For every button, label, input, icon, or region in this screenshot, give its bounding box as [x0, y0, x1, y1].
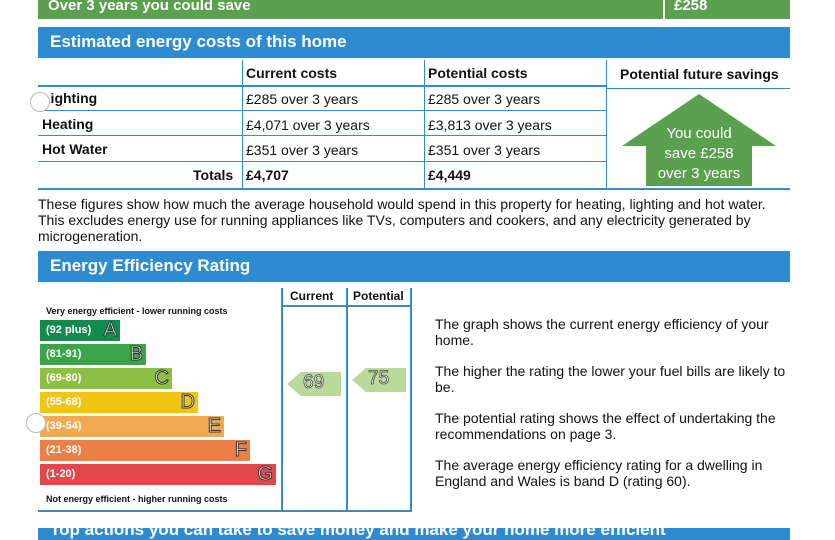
savings-badge-line1: You could [666, 125, 732, 142]
band-letter: A [103, 319, 117, 342]
heating-potential: £3,813 over 3 years [428, 117, 552, 133]
savings-banner-label: Over 3 years you could save [48, 0, 251, 14]
rating-value: 69 [303, 372, 325, 394]
totals-current: £4,707 [246, 167, 289, 183]
totals-potential: £4,449 [428, 167, 471, 183]
header-potential-savings: Potential future savings [620, 66, 779, 82]
rating-band-b: (81-91) B [40, 343, 146, 366]
rating-band-e: (39-54) E [40, 415, 224, 438]
rating-value: 75 [368, 367, 390, 389]
info-paragraph-1: The graph shows the current energy effic… [435, 316, 769, 348]
bottom-caption: Not energy efficient - higher running co… [46, 494, 228, 504]
hot-water-potential: £351 over 3 years [428, 142, 541, 158]
info-paragraph-3: The potential rating shows the effect of… [435, 410, 776, 442]
savings-banner: Over 3 years you could save £258 [38, 0, 790, 19]
band-range-label: (92 plus) [46, 324, 92, 336]
band-range-label: (21-38) [46, 444, 82, 456]
table-col-rule [424, 60, 425, 190]
table-rule [38, 110, 606, 111]
rating-band-a: (92 plus) A [40, 319, 120, 342]
table-col-rule [242, 60, 243, 190]
rating-section-title: Energy Efficiency Rating [38, 251, 790, 282]
potential-rating-arrow: 75 [352, 367, 406, 392]
chart-rule [281, 288, 283, 511]
rating-band-g: (1-20) G [40, 463, 276, 486]
top-caption: Very energy efficient - lower running co… [46, 306, 228, 316]
header-current-costs: Current costs [246, 65, 338, 81]
actions-section-title-text: Top actions you can take to save money a… [50, 528, 666, 539]
rating-band-f: (21-38) F [40, 439, 250, 462]
band-letter: C [154, 367, 169, 390]
savings-badge: You could save £258 over 3 years [620, 124, 778, 184]
table-col-rule [606, 60, 607, 190]
band-range-label: (55-68) [46, 396, 82, 408]
row-label-lighting: Lighting [42, 90, 98, 106]
row-label-hot-water: Hot Water [42, 141, 108, 157]
band-letter: G [257, 463, 274, 486]
lighting-potential: £285 over 3 years [428, 91, 541, 107]
lighting-current: £285 over 3 years [246, 91, 359, 107]
band-range-label: (81-91) [46, 348, 82, 360]
hot-water-current: £351 over 3 years [246, 142, 359, 158]
table-rule [38, 135, 606, 136]
band-letter: F [234, 439, 247, 462]
binder-hole [30, 92, 50, 112]
costs-section-title: Estimated energy costs of this home [38, 27, 790, 58]
chart-rule [346, 288, 348, 511]
row-label-heating: Heating [42, 116, 94, 132]
table-rule [606, 88, 790, 89]
band-range-label: (69-80) [46, 372, 82, 384]
table-rule [38, 85, 606, 87]
band-letter: E [207, 415, 221, 438]
actions-section-title: Top actions you can take to save money a… [38, 528, 790, 540]
chart-rule [410, 288, 412, 511]
savings-badge-line3: over 3 years [657, 165, 741, 182]
col-current-label: Current [290, 289, 334, 303]
rating-band-d: (55-68) D [40, 391, 198, 414]
chart-rule [38, 510, 412, 512]
info-paragraph-4: The average energy efficiency rating for… [435, 457, 763, 489]
info-paragraph-2: The higher the rating the lower your fue… [435, 363, 786, 395]
table-rule [38, 161, 606, 162]
savings-banner-value: £258 [674, 0, 708, 14]
heating-current: £4,071 over 3 years [246, 117, 370, 133]
costs-table: Current costs Potential costs Potential … [38, 60, 790, 191]
band-range-label: (1-20) [46, 468, 76, 480]
costs-note: These figures show how much the average … [38, 196, 766, 244]
col-potential-label: Potential [353, 289, 404, 303]
band-letter: B [129, 343, 143, 366]
chart-rule [281, 305, 412, 307]
band-range-label: (39-54) [46, 420, 82, 432]
banner-divider [663, 0, 665, 19]
savings-badge-line2: save £258 [664, 145, 734, 162]
totals-label: Totals [193, 167, 234, 183]
current-rating-arrow: 69 [287, 372, 341, 396]
rating-band-c: (69-80) C [40, 367, 172, 390]
house-savings-icon [622, 94, 776, 186]
band-letter: D [180, 391, 195, 414]
binder-hole [26, 413, 46, 433]
table-rule [38, 188, 790, 190]
header-potential-costs: Potential costs [428, 65, 528, 81]
